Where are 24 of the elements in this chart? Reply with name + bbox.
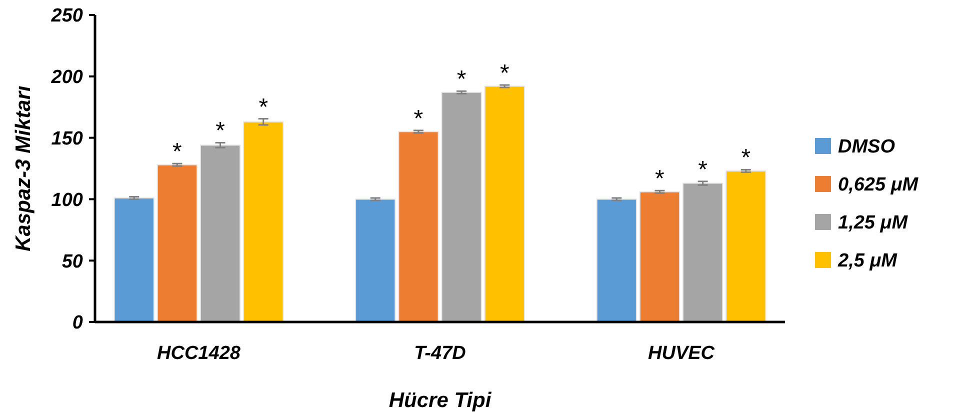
x-axis-title: Hücre Tipi <box>388 389 492 412</box>
data-label: * <box>698 156 708 184</box>
data-label: * <box>258 94 268 121</box>
x-tick-label: HUVEC <box>648 343 715 364</box>
legend-label: 0,625 μM <box>838 174 920 196</box>
data-label: * <box>456 66 466 94</box>
data-label: * <box>172 138 182 166</box>
y-tick-label: 150 <box>51 128 84 150</box>
data-label: * <box>216 118 225 145</box>
data-label: * <box>414 105 424 132</box>
legend-label: DMSO <box>838 136 896 158</box>
legend-label: 1,25 μM <box>838 212 909 234</box>
data-label: * <box>500 60 510 87</box>
y-tick-label: 250 <box>50 6 84 27</box>
x-tick-label: HCC1428 <box>157 343 241 364</box>
legend-label: 2,5 μM <box>837 250 898 272</box>
data-label: * <box>655 166 664 193</box>
y-tick-label: 100 <box>51 190 84 211</box>
x-tick-label: T-47D <box>414 343 466 364</box>
y-tick-label: 50 <box>62 251 84 272</box>
y-tick-label: 200 <box>50 67 84 88</box>
data-label: * <box>741 144 751 172</box>
y-axis-title: Kaspaz-3 Miktarı <box>12 85 35 252</box>
y-tick-label: 0 <box>72 312 84 334</box>
